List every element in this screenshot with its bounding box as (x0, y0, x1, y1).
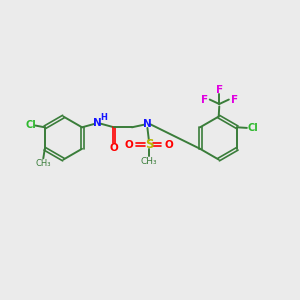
Text: S: S (145, 138, 153, 151)
Text: Cl: Cl (25, 120, 36, 130)
Text: F: F (231, 94, 238, 104)
Text: F: F (216, 85, 223, 95)
Text: N: N (143, 119, 152, 129)
Text: Cl: Cl (248, 123, 258, 133)
Text: H: H (101, 113, 108, 122)
Text: O: O (165, 140, 174, 150)
Text: CH₃: CH₃ (141, 157, 157, 166)
Text: O: O (110, 143, 118, 153)
Text: O: O (124, 140, 133, 150)
Text: F: F (201, 94, 208, 104)
Text: N: N (93, 118, 102, 128)
Text: CH₃: CH₃ (35, 159, 51, 168)
